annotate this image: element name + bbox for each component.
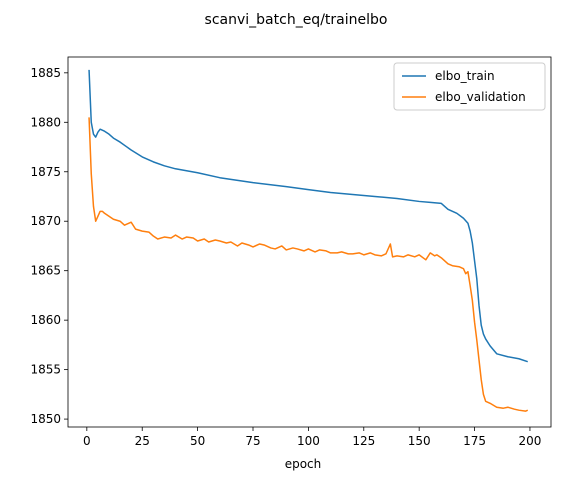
legend-label-elbo-validation: elbo_validation <box>435 90 526 104</box>
y-tick-label: 1880 <box>30 115 61 129</box>
x-tick-label: 175 <box>463 434 486 448</box>
x-tick-label: 0 <box>83 434 91 448</box>
y-tick-label: 1865 <box>30 264 61 278</box>
x-tick-label: 50 <box>190 434 205 448</box>
axes-frame <box>67 56 552 428</box>
legend-box <box>393 62 546 111</box>
x-axis-label: epoch <box>285 457 322 471</box>
plot-area: 0 25 50 75 100 125 150 175 200 1850 1855 1860 1865 18… <box>30 56 552 448</box>
x-tick-label: 25 <box>135 434 150 448</box>
y-tick-label: 1860 <box>30 313 61 327</box>
legend-label-elbo-train: elbo_train <box>435 69 495 83</box>
y-tick-label: 1870 <box>30 214 61 228</box>
x-tick-label: 100 <box>297 434 320 448</box>
chart-title: scanvi_batch_eq/trainelbo <box>205 12 388 28</box>
x-tick-label: 150 <box>408 434 431 448</box>
y-tick-label: 1850 <box>30 412 61 426</box>
y-tick-label: 1875 <box>30 165 61 179</box>
y-tick-label: 1885 <box>30 66 61 80</box>
x-tick-label: 200 <box>518 434 541 448</box>
legend: elbo_train elbo_validation <box>393 62 546 111</box>
series-line-elbo-validation <box>88 117 529 412</box>
series-line-elbo-train <box>88 69 528 363</box>
x-tick-label: 75 <box>245 434 260 448</box>
x-tick-label: 125 <box>352 434 375 448</box>
y-tick-label: 1855 <box>30 363 61 377</box>
